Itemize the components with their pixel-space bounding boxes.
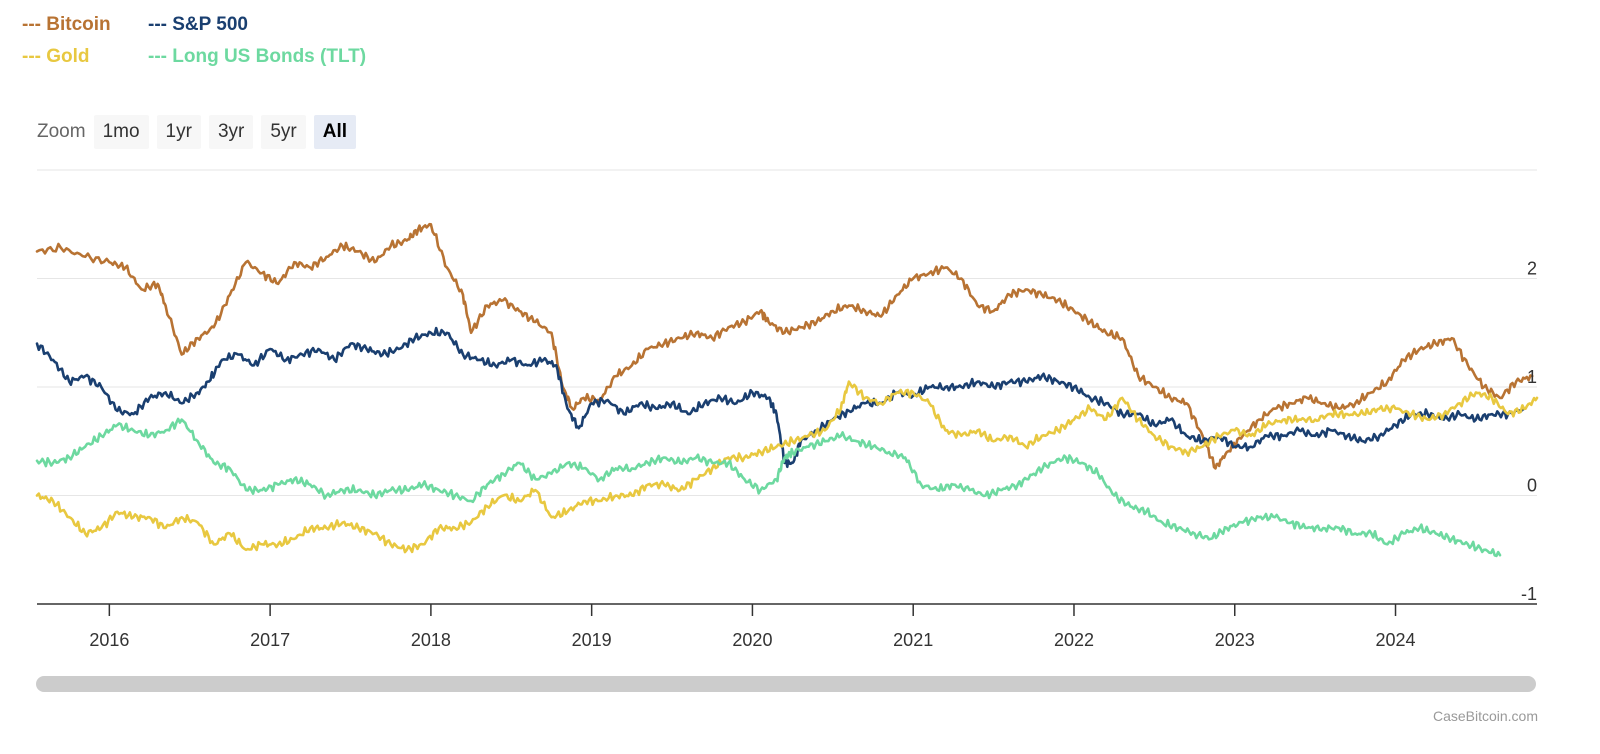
x-tick-label: 2017 xyxy=(250,630,290,650)
legend-item-sp500[interactable]: --- S&P 500 xyxy=(148,14,248,35)
credit-text: CaseBitcoin.com xyxy=(1432,708,1538,724)
x-tick-label: 2024 xyxy=(1375,630,1415,650)
y-tick-label: 2 xyxy=(1527,259,1537,279)
y-tick-label: 1 xyxy=(1527,367,1537,387)
legend-item-bonds[interactable]: --- Long US Bonds (TLT) xyxy=(148,46,367,67)
y-tick-label: 0 xyxy=(1527,476,1537,496)
series-line-long-us-bonds-tlt[interactable] xyxy=(35,417,1502,558)
x-axis: 2016 2017 2018 2019 2020 2021 2022 2023 2024 xyxy=(37,603,1537,650)
x-tick-label: 2019 xyxy=(572,630,612,650)
series-line-gold[interactable] xyxy=(35,380,1539,554)
legend: --- Bitcoin --- S&P 500 --- Gold --- Lon… xyxy=(22,14,366,68)
zoom-1yr-button[interactable]: 1yr xyxy=(156,115,201,149)
x-tick-label: 2018 xyxy=(411,630,451,650)
y-axis-labels: -1 0 1 2 xyxy=(1521,259,1537,605)
legend-item-gold[interactable]: --- Gold xyxy=(22,46,90,67)
grid xyxy=(37,169,1537,496)
x-tick-label: 2021 xyxy=(893,630,933,650)
series-line-bitcoin[interactable] xyxy=(35,222,1534,470)
x-tick-label: 2022 xyxy=(1054,630,1094,650)
x-tick-label: 2016 xyxy=(89,630,129,650)
x-tick-label: 2023 xyxy=(1215,630,1255,650)
legend-item-bitcoin[interactable]: --- Bitcoin xyxy=(22,14,111,35)
range-scrollbar[interactable] xyxy=(36,676,1536,692)
zoom-all-button[interactable]: All xyxy=(313,115,357,149)
zoom-controls: Zoom 1mo 1yr 3yr 5yr All xyxy=(37,115,364,149)
series-line-s-p-500[interactable] xyxy=(35,326,1526,469)
zoom-3yr-button[interactable]: 3yr xyxy=(208,115,254,149)
y-tick-label: -1 xyxy=(1521,584,1537,604)
series-lines xyxy=(35,222,1539,558)
x-tick-label: 2020 xyxy=(732,630,772,650)
zoom-1mo-button[interactable]: 1mo xyxy=(93,115,149,149)
zoom-5yr-button[interactable]: 5yr xyxy=(261,115,306,149)
zoom-label: Zoom xyxy=(37,121,86,142)
